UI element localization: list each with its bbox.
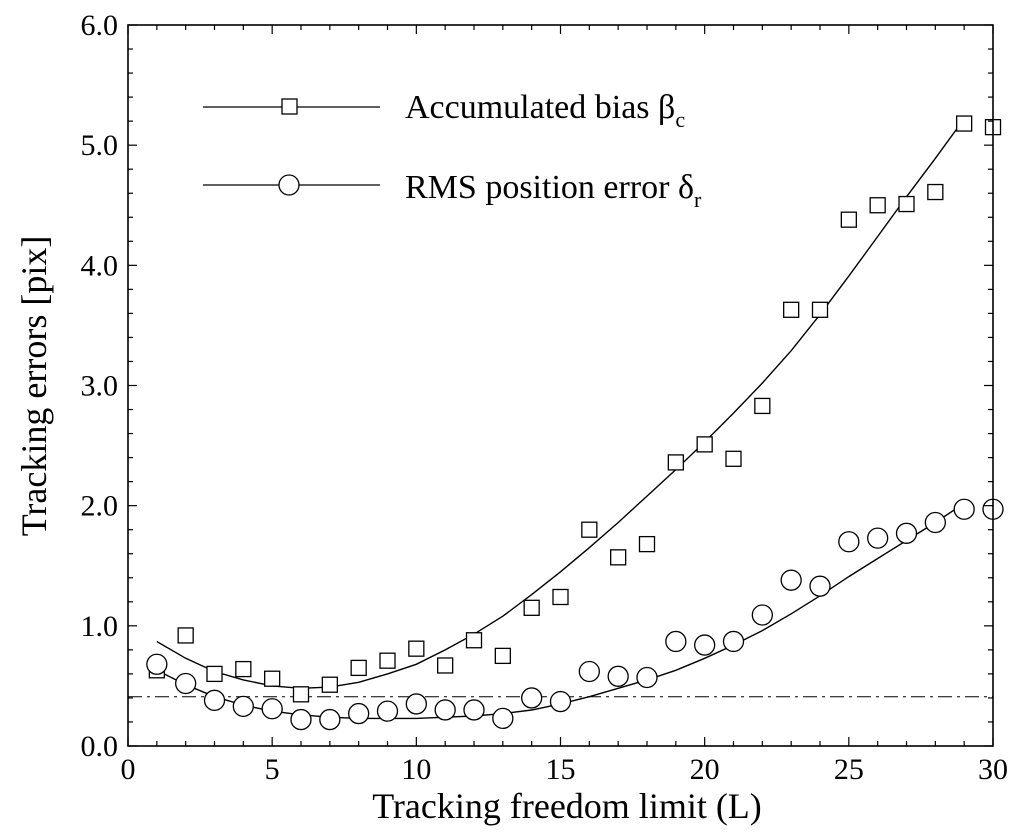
rms-point bbox=[405, 693, 427, 715]
x-tick-label: 10 bbox=[401, 753, 431, 786]
rms-point bbox=[838, 531, 860, 553]
x-tick-label: 25 bbox=[834, 753, 864, 786]
rms-point bbox=[376, 700, 399, 722]
bias-point bbox=[956, 115, 973, 132]
bias-point bbox=[696, 436, 713, 453]
bias-point bbox=[292, 686, 310, 703]
rms-point bbox=[722, 630, 745, 653]
rms-point bbox=[232, 695, 254, 717]
rms-point bbox=[492, 707, 514, 730]
bias-point bbox=[869, 197, 886, 214]
rms-point bbox=[953, 498, 975, 520]
rms-point bbox=[261, 698, 283, 720]
y-tick-label: 0.0 bbox=[81, 730, 119, 763]
bias-point bbox=[638, 535, 656, 553]
legend-label-rms-text: RMS position error δ bbox=[405, 169, 694, 206]
rms-point bbox=[780, 569, 802, 591]
rms-point bbox=[636, 666, 658, 689]
rms-point bbox=[521, 687, 543, 709]
axes: 0 5 10 15 20 25 30 0.0 1.0 2.0 3.0 4.0 5.0 6.0 bbox=[81, 9, 1009, 786]
y-tick-label: 1.0 bbox=[81, 610, 119, 643]
legend-marker-circle bbox=[278, 174, 300, 196]
rms-point bbox=[924, 511, 946, 534]
bias-point bbox=[437, 657, 454, 674]
bias-point bbox=[408, 640, 425, 657]
rms-point bbox=[895, 522, 918, 544]
bias-point bbox=[321, 676, 338, 693]
rms-point bbox=[607, 665, 629, 687]
rms-point bbox=[751, 604, 773, 626]
legend-label-bias-subscript: c bbox=[675, 107, 685, 132]
y-axis-title: Tracking errors [pix] bbox=[14, 236, 54, 537]
x-tick-label: 15 bbox=[546, 753, 576, 786]
x-axis-title: Tracking freedom limit (L) bbox=[372, 786, 762, 826]
rms-point bbox=[348, 702, 370, 725]
legend-marker-square bbox=[281, 98, 298, 115]
rms-point bbox=[665, 630, 687, 653]
plot-area bbox=[128, 115, 1004, 731]
y-tick-label: 3.0 bbox=[81, 370, 119, 403]
rms-point bbox=[549, 690, 572, 713]
bias-point bbox=[811, 301, 829, 318]
y-tick-label: 6.0 bbox=[81, 9, 119, 42]
bias-point bbox=[465, 632, 483, 649]
legend-label-rms-subscript: r bbox=[694, 187, 702, 212]
bias-point bbox=[552, 588, 569, 606]
x-tick-label: 0 bbox=[121, 753, 136, 786]
rms-point bbox=[175, 672, 197, 695]
bias-point bbox=[927, 183, 944, 201]
bias-point bbox=[264, 670, 281, 687]
bias-point bbox=[523, 599, 540, 616]
rms-point bbox=[578, 660, 600, 683]
y-tick-label: 5.0 bbox=[81, 129, 119, 162]
y-tick-label: 2.0 bbox=[81, 490, 119, 523]
bias-point bbox=[581, 521, 598, 538]
legend: Accumulated bias βc RMS position error δ… bbox=[203, 89, 702, 212]
bias-point bbox=[667, 454, 684, 471]
legend-label-bias: Accumulated bias βc bbox=[405, 89, 685, 132]
bias-point bbox=[379, 652, 396, 669]
rms-point bbox=[146, 653, 168, 675]
bias-point bbox=[350, 659, 367, 677]
rms-point bbox=[203, 689, 226, 711]
rms-point bbox=[809, 575, 831, 597]
rms-point bbox=[867, 527, 889, 549]
x-tick-label: 30 bbox=[978, 753, 1008, 786]
bias-point bbox=[206, 665, 223, 683]
bias-point bbox=[898, 195, 915, 213]
y-tick-label: 4.0 bbox=[81, 249, 119, 282]
rms-point bbox=[290, 708, 312, 731]
x-tick-label: 20 bbox=[690, 753, 720, 786]
rms-point bbox=[434, 699, 456, 721]
bias-point bbox=[610, 549, 627, 566]
bias-fit-curve bbox=[156, 118, 965, 690]
plot-frame bbox=[127, 24, 994, 747]
legend-label-rms: RMS position error δr bbox=[405, 169, 702, 212]
rms-point bbox=[319, 708, 341, 731]
bias-point bbox=[725, 450, 742, 467]
bias-point bbox=[754, 397, 771, 415]
bias-point bbox=[840, 211, 857, 228]
bias-point bbox=[235, 660, 252, 678]
rms-point bbox=[463, 699, 485, 721]
bias-point bbox=[177, 627, 194, 644]
bias-point bbox=[494, 647, 511, 665]
legend-label-bias-text: Accumulated bias β bbox=[405, 89, 675, 126]
x-tick-label: 5 bbox=[265, 753, 280, 786]
bias-point bbox=[783, 301, 800, 318]
rms-point bbox=[694, 634, 716, 656]
